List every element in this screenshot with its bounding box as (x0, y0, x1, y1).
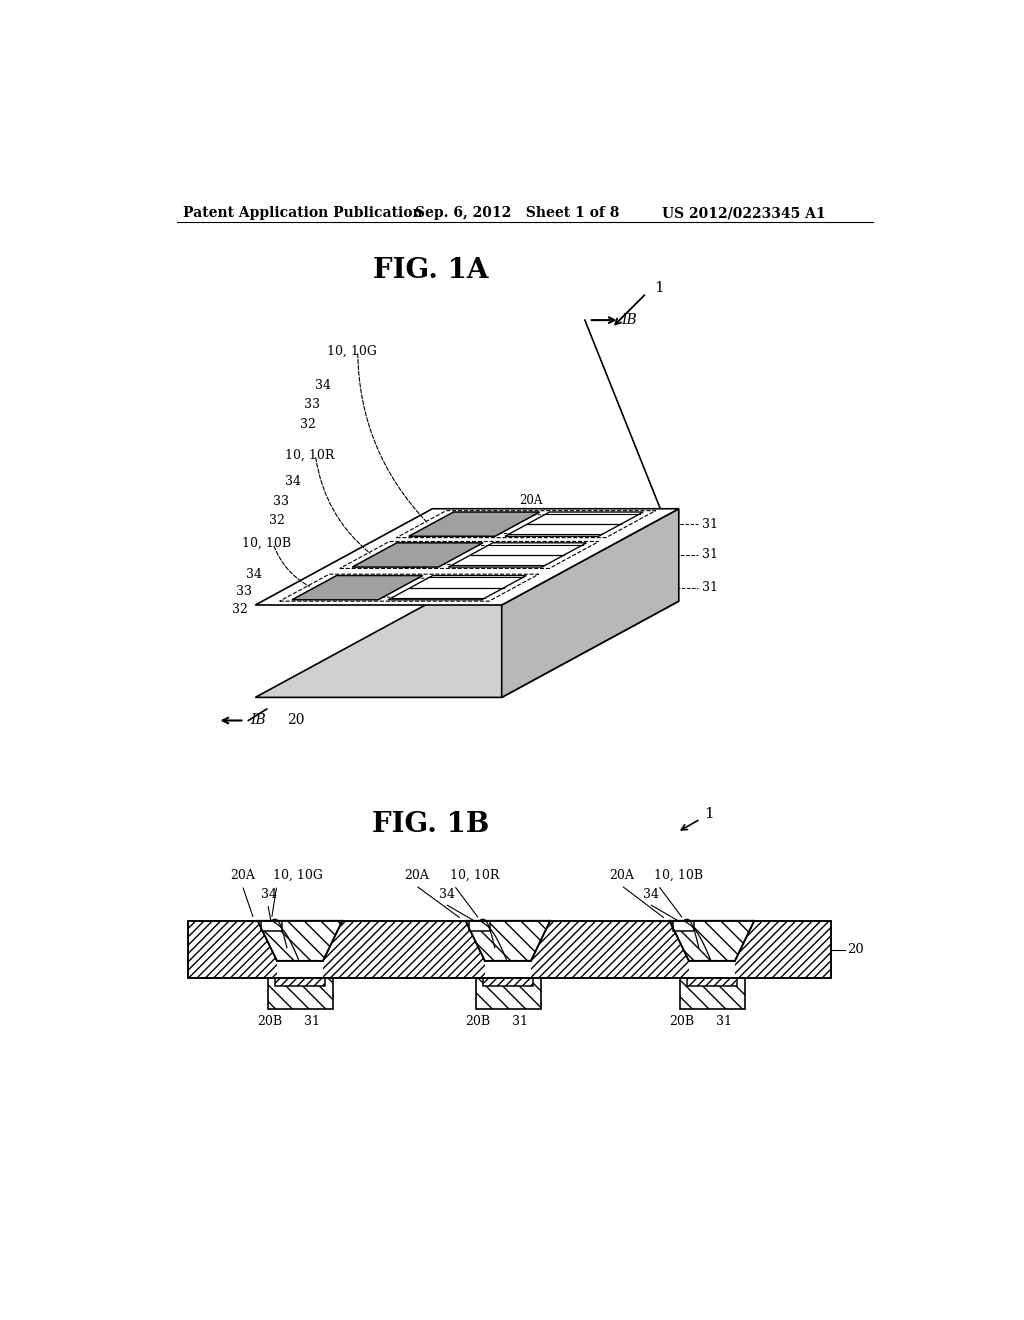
Text: 1: 1 (705, 808, 714, 821)
Text: 32: 32 (300, 417, 315, 430)
Text: 33: 33 (304, 399, 319, 412)
Polygon shape (255, 601, 679, 697)
Text: 32: 32 (269, 513, 285, 527)
Polygon shape (670, 921, 755, 961)
Bar (188, 921, 831, 978)
Polygon shape (352, 543, 483, 568)
Text: 31: 31 (304, 1015, 319, 1028)
Text: Sep. 6, 2012   Sheet 1 of 8: Sep. 6, 2012 Sheet 1 of 8 (416, 206, 620, 220)
Polygon shape (505, 512, 643, 536)
Polygon shape (466, 921, 550, 961)
Text: 20A: 20A (519, 494, 542, 507)
Text: 20A: 20A (401, 558, 425, 570)
Text: 20A: 20A (609, 869, 635, 882)
Text: 10, 10G: 10, 10G (327, 345, 377, 358)
Text: 20B: 20B (258, 1015, 283, 1028)
Text: 34: 34 (643, 888, 658, 902)
Text: 10, 10R: 10, 10R (285, 449, 334, 462)
Polygon shape (484, 961, 531, 978)
Text: 32: 32 (232, 603, 248, 616)
Text: 34: 34 (246, 568, 262, 581)
Text: 31: 31 (701, 581, 718, 594)
Bar (673, 921, 694, 932)
Text: 31: 31 (512, 1015, 527, 1028)
Text: 10, 10G: 10, 10G (273, 869, 323, 882)
Text: 20A: 20A (403, 869, 429, 882)
Polygon shape (670, 921, 755, 961)
Text: 20A: 20A (230, 869, 256, 882)
Text: 1: 1 (654, 281, 664, 294)
Polygon shape (258, 921, 342, 961)
Polygon shape (409, 512, 540, 536)
Text: 34: 34 (438, 888, 455, 902)
Text: 10, 10B: 10, 10B (654, 869, 703, 882)
Text: 31: 31 (701, 517, 718, 531)
Text: 33: 33 (273, 495, 289, 508)
Bar (483, 978, 534, 986)
Text: 34: 34 (285, 475, 301, 488)
Text: 10, 10R: 10, 10R (451, 869, 500, 882)
Bar (687, 978, 737, 986)
Text: IB: IB (251, 714, 266, 727)
Text: 20: 20 (847, 942, 863, 956)
Bar (680, 978, 745, 1010)
Text: 20: 20 (287, 714, 304, 727)
Text: 10, 10B: 10, 10B (243, 537, 292, 550)
Text: 31: 31 (701, 548, 718, 561)
Text: FIG. 1A: FIG. 1A (373, 257, 488, 284)
Polygon shape (449, 543, 587, 568)
Text: 31: 31 (716, 1015, 732, 1028)
Bar (275, 978, 326, 986)
Polygon shape (689, 961, 735, 978)
Polygon shape (255, 508, 679, 605)
Text: US 2012/0223345 A1: US 2012/0223345 A1 (662, 206, 825, 220)
Polygon shape (388, 576, 526, 599)
Text: FIG. 1B: FIG. 1B (373, 812, 489, 838)
Text: 20B: 20B (670, 1015, 694, 1028)
Text: IB: IB (621, 313, 637, 327)
Text: 20A: 20A (462, 525, 485, 539)
Polygon shape (276, 961, 323, 978)
Bar (475, 978, 541, 1010)
Bar (267, 978, 333, 1010)
Bar (261, 921, 283, 932)
Polygon shape (466, 921, 550, 961)
Text: Patent Application Publication: Patent Application Publication (183, 206, 423, 220)
Bar (188, 921, 831, 978)
Bar (469, 921, 490, 932)
Text: 34: 34 (261, 888, 278, 902)
Polygon shape (292, 576, 423, 599)
Text: 20B: 20B (466, 1015, 490, 1028)
Text: 34: 34 (315, 379, 332, 392)
Polygon shape (258, 921, 342, 961)
Text: 33: 33 (237, 585, 252, 598)
Polygon shape (502, 508, 679, 697)
